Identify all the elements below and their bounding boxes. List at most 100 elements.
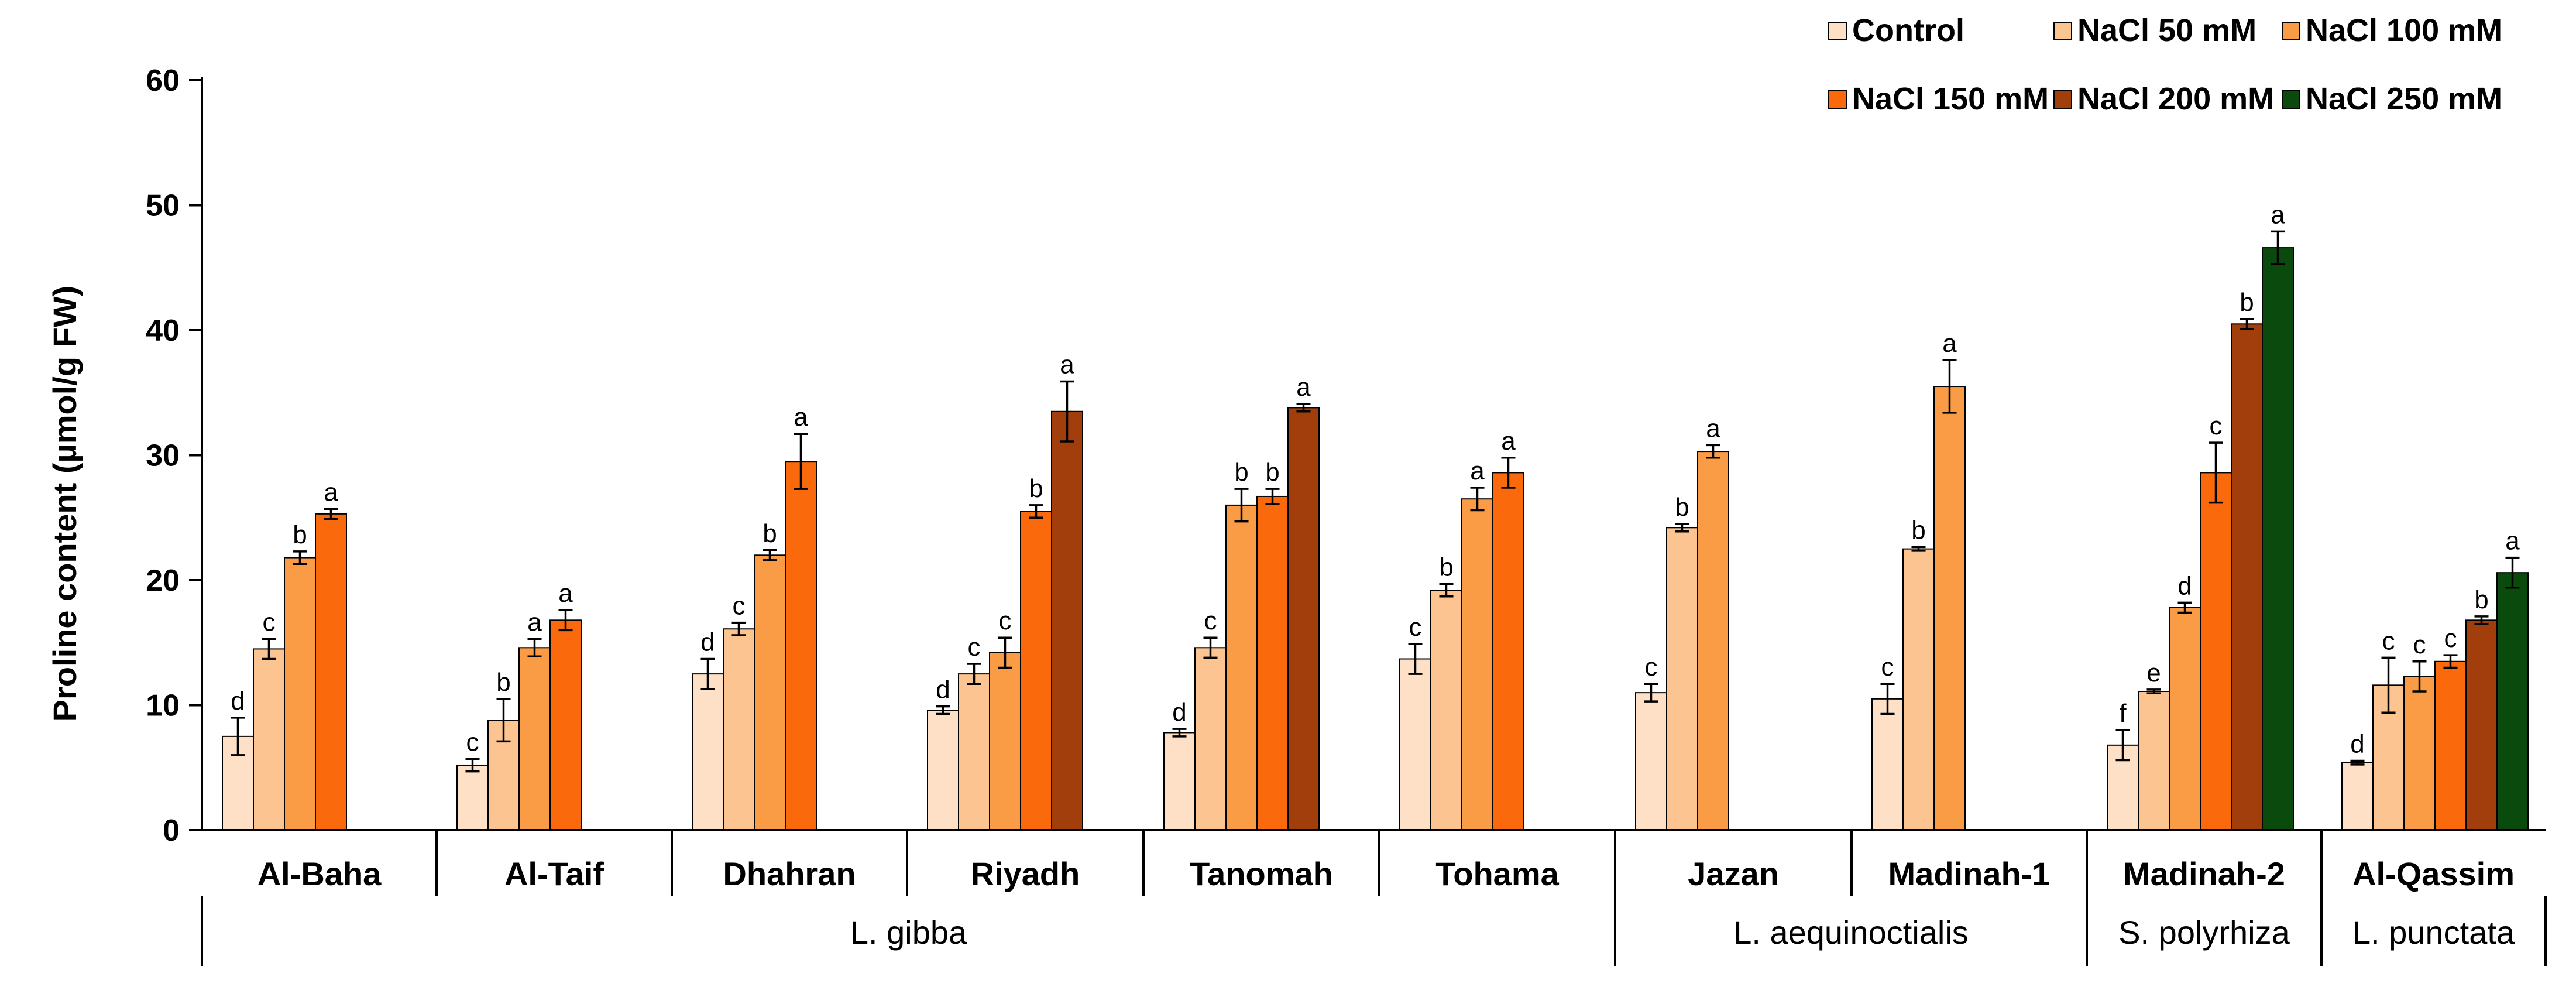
y-tick-label: 60 (146, 64, 180, 98)
error-bar (1470, 487, 1485, 512)
significance-letter: b (1439, 553, 1453, 581)
error-bar (2505, 556, 2520, 589)
bar-al-qassim-nacl-200-mm (2465, 619, 2498, 831)
legend-label: NaCl 200 mM (2077, 81, 2274, 117)
error-bar (1644, 683, 1658, 703)
legend-swatch (1828, 90, 1847, 109)
significance-letter: a (1942, 329, 1957, 358)
error-bar (967, 663, 981, 685)
error-bar (1911, 546, 1926, 552)
bar-tanomah-nacl-200-mm (1287, 407, 1320, 831)
significance-letter: c (1204, 607, 1217, 635)
legend-item-control: Control (1828, 13, 1964, 48)
bar-al-taif-nacl-150-mm (549, 619, 582, 831)
y-tick-label: 20 (146, 564, 180, 598)
bar-riyadh-nacl-200-mm (1051, 410, 1083, 831)
error-bar (324, 508, 338, 520)
significance-letter: a (527, 608, 542, 636)
significance-letter: d (2177, 571, 2192, 600)
error-bar (1029, 504, 1043, 519)
bar-al-qassim-nacl-150-mm (2434, 660, 2467, 831)
site-label-dhahran: Dhahran (723, 855, 856, 892)
bar-al-qassim-nacl-250-mm (2496, 572, 2529, 831)
bar-jazan-control (1635, 692, 1667, 831)
bar-al-qassim-nacl-100-mm (2403, 676, 2436, 831)
site-label-madinah-1: Madinah-1 (1888, 855, 2051, 892)
significance-letter: d (936, 676, 950, 704)
error-bar (1706, 444, 1720, 459)
site-label-al-baha: Al-Baha (257, 855, 382, 892)
legend-swatch (2282, 90, 2300, 109)
significance-letter: c (466, 728, 479, 756)
species-label-l-punctata: L. punctata (2352, 914, 2515, 951)
bar-tanomah-nacl-100-mm (1225, 504, 1258, 831)
y-axis: 0 10 20 30 40 50 60 (146, 64, 203, 848)
significance-letter: c (1645, 653, 1658, 681)
bar-jazan-nacl-50-mm (1666, 527, 1698, 831)
significance-letter: d (1172, 698, 1186, 727)
species-label-l-aequinoctialis: L. aequinoctialis (1733, 914, 1969, 951)
error-bar (1234, 488, 1249, 523)
species-label-l-gibba: L. gibba (850, 914, 967, 951)
significance-letter: d (2350, 730, 2364, 759)
significance-letter: a (324, 478, 338, 506)
bar-madinah-1-nacl-50-mm (1902, 548, 1935, 831)
error-bar (731, 621, 746, 636)
error-bar (1439, 583, 1454, 598)
bar-al-baha-nacl-50-mm (253, 648, 285, 831)
error-bar (2115, 729, 2130, 762)
significance-letter: a (1501, 427, 1516, 455)
significance-letter: a (2505, 527, 2520, 556)
significance-letter: c (2413, 631, 2426, 659)
significance-letter: b (1029, 474, 1043, 503)
legend-label: NaCl 50 mM (2077, 13, 2256, 48)
y-axis-label: Proline content (µmol/g FW) (46, 286, 83, 722)
significance-letter: b (1234, 458, 1248, 487)
significance-letter: c (1409, 613, 1422, 642)
significance-letter: f (2119, 699, 2127, 728)
error-bar (2381, 656, 2396, 714)
bar-tanomah-nacl-150-mm (1256, 495, 1289, 831)
error-bar (1675, 523, 1689, 533)
bar-madinah-2-nacl-100-mm (2169, 607, 2201, 831)
legend-label: NaCl 150 mM (1852, 81, 2049, 117)
error-bar (700, 657, 715, 690)
error-bar (2209, 441, 2223, 504)
bar-madinah-2-nacl-250-mm (2262, 247, 2294, 831)
significance-letter: b (496, 668, 510, 697)
significance-letter: c (968, 633, 981, 662)
bar-jazan-nacl-100-mm (1697, 451, 1729, 831)
site-label-tohama: Tohama (1435, 855, 1559, 892)
bar-riyadh-control (927, 710, 959, 831)
site-label-madinah-2: Madinah-2 (2123, 855, 2285, 892)
site-label-tanomah: Tanomah (1190, 855, 1333, 892)
error-bar (763, 549, 777, 561)
legend-swatch (2053, 22, 2072, 40)
bar-dhahran-nacl-100-mm (754, 554, 786, 831)
error-bar (2271, 230, 2285, 265)
x-axis: L. gibba L. aequinoctialis S. polyrhiza L. … (201, 829, 2547, 966)
error-bar (2412, 660, 2427, 693)
significance-letter: a (1060, 351, 1074, 379)
bar-madinah-2-nacl-50-mm (2138, 691, 2170, 831)
bar-al-taif-nacl-100-mm (518, 647, 551, 831)
significance-letter: c (999, 607, 1012, 635)
legend: Control NaCl 50 mM NaCl 100 mM NaCl 150 mM N… (1828, 13, 2502, 117)
site-label-riyadh: Riyadh (971, 855, 1080, 892)
significance-letter: b (1265, 458, 1279, 487)
error-bar (1408, 643, 1423, 675)
error-bar (1880, 683, 1895, 715)
significance-letter: a (1470, 457, 1485, 485)
error-bar (2240, 318, 2254, 330)
bar-madinah-1-nacl-100-mm (1933, 386, 1966, 831)
significance-letter: c (2210, 412, 2223, 440)
significance-letter: c (2382, 626, 2395, 655)
error-bar (1172, 728, 1187, 738)
legend-label: NaCl 250 mM (2306, 81, 2502, 117)
site-label-al-taif: Al-Taif (504, 855, 604, 892)
y-tick-label: 0 (163, 814, 180, 848)
legend-item-nacl-250-mm: NaCl 250 mM (2282, 81, 2502, 117)
y-tick-label: 50 (146, 189, 180, 223)
